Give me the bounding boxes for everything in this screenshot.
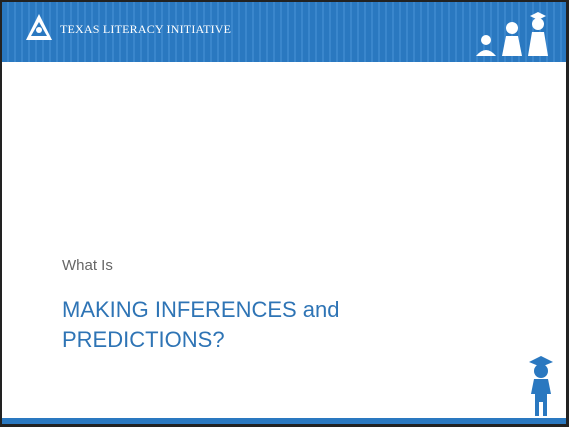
footer-bar: [2, 418, 566, 424]
graduate-icon: [524, 354, 558, 418]
slide: TEXAS LITERACY INITIATIVE What Is MAKING…: [2, 2, 566, 424]
title-line: PREDICTIONS?: [62, 327, 225, 353]
subtitle: What Is: [62, 257, 113, 274]
logo: [22, 10, 56, 44]
organization-name: TEXAS LITERACY INITIATIVE: [60, 22, 231, 37]
title-line: MAKING INFERENCES and: [62, 297, 340, 323]
figures-icon: [472, 10, 557, 58]
header-bar: TEXAS LITERACY INITIATIVE: [2, 2, 566, 62]
